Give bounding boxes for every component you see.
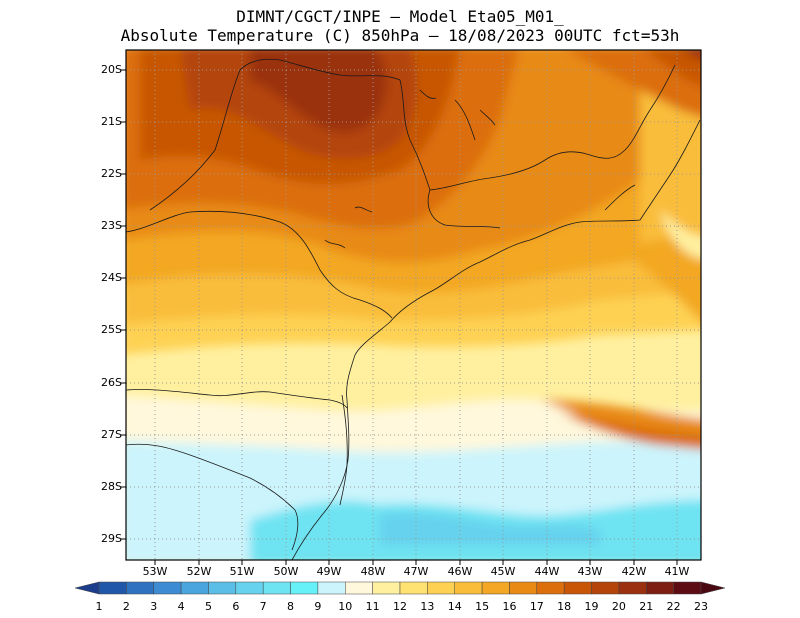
colorbar-swatch [262, 581, 291, 595]
colorbar-label: 23 [694, 600, 708, 613]
lon-label: 41W [664, 565, 690, 578]
lat-label: 20S [101, 63, 122, 76]
colorbar-swatch [454, 581, 483, 595]
colorbar-label: 9 [314, 600, 322, 613]
title-line-1: DIMNT/CGCT/INPE – Model Eta05_M01_ [236, 7, 564, 26]
colorbar-swatch [98, 581, 127, 595]
colorbar-swatch [372, 581, 401, 595]
colorbar-swatch [317, 581, 346, 595]
colorbar-label: 11 [365, 600, 380, 613]
temperature-field [126, 50, 701, 560]
colorbar-label: 19 [584, 600, 599, 613]
colorbar-swatch [536, 581, 565, 595]
colorbar-label: 21 [639, 600, 654, 613]
colorbar-label: 1 [95, 600, 103, 613]
colorbar-label: 12 [393, 600, 407, 613]
colorbar-swatch [673, 581, 702, 595]
colorbar-swatch [235, 581, 264, 595]
lon-label: 51W [229, 565, 255, 578]
lon-label: 43W [577, 565, 603, 578]
colorbar-swatch [290, 581, 319, 595]
colorbar-swatch [126, 581, 154, 595]
colorbar-label: 10 [338, 600, 353, 613]
colorbar-label: 17 [529, 600, 544, 613]
lon-label: 53W [142, 565, 168, 578]
lat-label: 25S [101, 323, 122, 336]
colorbar-swatch [509, 581, 538, 595]
lon-label: 42W [621, 565, 647, 578]
lat-label: 22S [101, 167, 122, 180]
colorbar-swatch [399, 581, 428, 595]
colorbar [74, 581, 726, 595]
lat-label: 24S [101, 271, 122, 284]
colorbar-label: 4 [177, 600, 185, 613]
lat-label: 21S [101, 115, 122, 128]
colorbar-swatch [180, 581, 209, 595]
lon-label: 46W [447, 565, 473, 578]
lat-label: 28S [101, 480, 122, 493]
colorbar-label: 14 [447, 600, 462, 613]
lat-label: 26S [101, 376, 122, 389]
lon-label: 45W [490, 565, 516, 578]
colorbar-label: 20 [611, 600, 626, 613]
colorbar-label: 5 [204, 600, 212, 613]
lon-label: 49W [316, 565, 342, 578]
colorbar-label: 2 [122, 600, 130, 613]
colorbar-label: 3 [150, 600, 158, 613]
lon-label: 48W [360, 565, 386, 578]
title-line-2: Absolute Temperature (C) 850hPa – 18/08/… [120, 26, 680, 45]
lat-label: 27S [101, 428, 122, 441]
lat-label: 23S [101, 219, 122, 232]
colorbar-swatch [618, 581, 647, 595]
colorbar-swatch [153, 581, 182, 595]
colorbar-swatch [345, 581, 373, 595]
colorbar-label: 15 [475, 600, 490, 613]
colorbar-label: 16 [502, 600, 517, 613]
lat-label: 29S [101, 532, 122, 545]
colorbar-arrow-high [700, 581, 726, 595]
map-frame [125, 49, 702, 561]
lon-label: 47W [403, 565, 429, 578]
boundaries [126, 58, 701, 560]
lon-label: 50W [273, 565, 299, 578]
axis-ticks [121, 69, 678, 565]
colorbar-label: 6 [232, 600, 240, 613]
colorbar-label: 8 [287, 600, 295, 613]
colorbar-swatch [646, 581, 674, 595]
colorbar-label: 18 [557, 600, 572, 613]
colorbar-swatch [427, 581, 455, 595]
lon-label: 44W [534, 565, 560, 578]
colorbar-label: 22 [666, 600, 681, 613]
colorbar-label: 7 [259, 600, 267, 613]
colorbar-swatch [208, 581, 237, 595]
colorbar-label: 13 [420, 600, 435, 613]
colorbar-swatch [563, 581, 592, 595]
colorbar-swatch [591, 581, 620, 595]
lon-label: 52W [186, 565, 212, 578]
colorbar-arrow-low [74, 581, 100, 595]
colorbar-swatch [481, 581, 510, 595]
